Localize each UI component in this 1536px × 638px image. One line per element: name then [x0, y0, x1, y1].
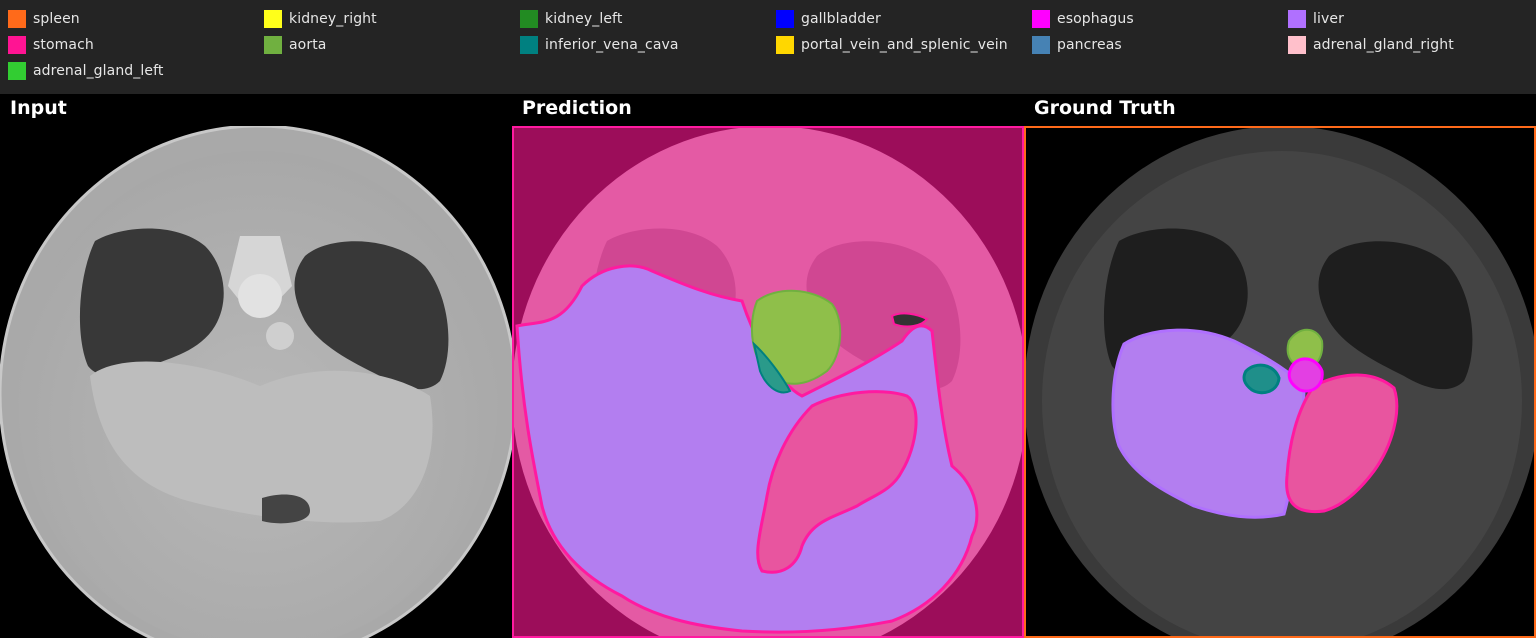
- legend-swatch: [8, 36, 26, 54]
- input-ct-svg: [0, 126, 512, 638]
- legend-label: stomach: [33, 37, 94, 53]
- prediction-image: [512, 126, 1024, 638]
- legend-label: liver: [1313, 11, 1344, 27]
- legend-item-liver: liver: [1288, 9, 1344, 29]
- legend-label: gallbladder: [801, 11, 881, 27]
- legend-label: kidney_right: [289, 11, 377, 27]
- legend-item-pancreas: pancreas: [1032, 35, 1122, 55]
- legend-swatch: [1288, 36, 1306, 54]
- legend-swatch: [8, 10, 26, 28]
- legend-swatch: [520, 36, 538, 54]
- pred-ivc-mask: [752, 341, 792, 394]
- legend-item-adrenal-gland-left: adrenal_gland_left: [8, 61, 163, 81]
- legend-swatch: [1288, 10, 1306, 28]
- legend-label: pancreas: [1057, 37, 1122, 53]
- gt-esophagus-mask: [1287, 357, 1324, 393]
- legend-swatch: [1032, 10, 1050, 28]
- legend-item-esophagus: esophagus: [1032, 9, 1134, 29]
- input-panel-title: Input: [10, 97, 67, 119]
- ground-truth-image: [1024, 126, 1536, 638]
- pred-stomach-mask: [756, 390, 918, 574]
- legend-item-spleen: spleen: [8, 9, 80, 29]
- vertebra-body: [238, 274, 282, 318]
- legend-item-kidney-left: kidney_left: [520, 9, 622, 29]
- legend-swatch: [776, 10, 794, 28]
- legend-swatch: [520, 10, 538, 28]
- legend-item-stomach: stomach: [8, 35, 94, 55]
- legend-label: portal_vein_and_splenic_vein: [801, 37, 1008, 53]
- gt-ivc-mask: [1242, 363, 1281, 395]
- gt-stomach-mask: [1285, 373, 1399, 514]
- legend-swatch: [264, 36, 282, 54]
- legend-swatch: [1032, 36, 1050, 54]
- legend-label: aorta: [289, 37, 327, 53]
- legend-label: esophagus: [1057, 11, 1134, 27]
- legend-label: adrenal_gland_left: [33, 63, 164, 79]
- legend: spleen kidney_right kidney_left gallblad…: [0, 0, 1536, 94]
- left-lung: [294, 241, 449, 390]
- legend-item-kidney-right: kidney_right: [264, 9, 377, 29]
- ground-truth-svg: [1024, 126, 1536, 638]
- liver-region: [90, 361, 433, 523]
- legend-item-portal-vein-and-splenic-vein: portal_vein_and_splenic_vein: [776, 35, 1008, 55]
- right-lung: [79, 228, 224, 376]
- prediction-panel-title: Prediction: [522, 97, 632, 119]
- ground-truth-panel-title: Ground Truth: [1034, 97, 1176, 119]
- legend-swatch: [264, 10, 282, 28]
- legend-label: kidney_left: [545, 11, 623, 27]
- legend-label: spleen: [33, 11, 80, 27]
- legend-label: adrenal_gland_right: [1313, 37, 1454, 53]
- aorta: [266, 322, 294, 350]
- legend-swatch: [776, 36, 794, 54]
- legend-item-aorta: aorta: [264, 35, 326, 55]
- legend-swatch: [8, 62, 26, 80]
- legend-item-inferior-vena-cava: inferior_vena_cava: [520, 35, 679, 55]
- legend-item-adrenal-gland-right: adrenal_gland_right: [1288, 35, 1454, 55]
- stomach-air: [262, 494, 310, 524]
- legend-item-gallbladder: gallbladder: [776, 9, 881, 29]
- prediction-svg: [512, 126, 1024, 638]
- legend-label: inferior_vena_cava: [545, 37, 679, 53]
- pred-liver-mask: [515, 264, 979, 634]
- input-ct-image: [0, 126, 512, 638]
